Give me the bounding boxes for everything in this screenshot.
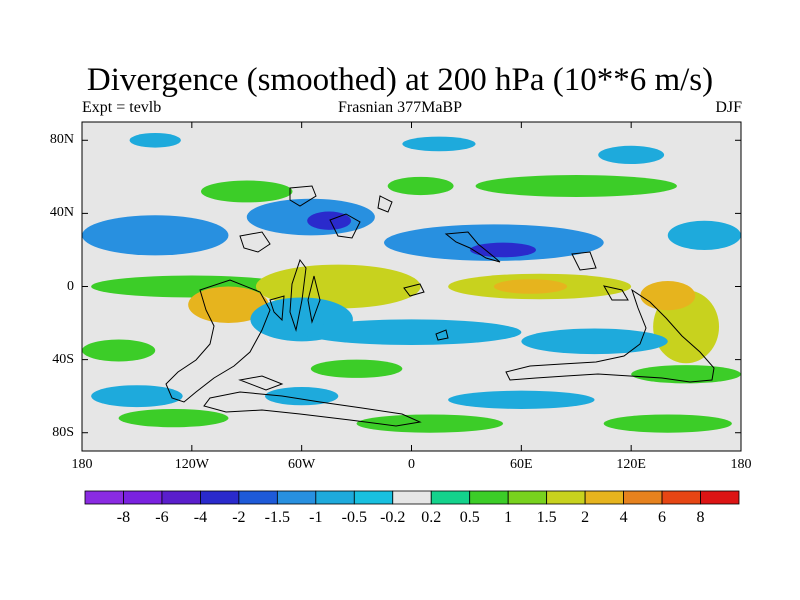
field-region-30 — [603, 414, 732, 433]
field-region-2 — [598, 145, 665, 165]
y-tick-label: 80S — [52, 424, 74, 440]
y-tick-label: 0 — [67, 278, 74, 294]
colorbar-label: -0.5 — [341, 509, 367, 526]
colorbar-label: -4 — [193, 509, 208, 526]
y-tick-label: 40N — [49, 205, 74, 221]
field-region-24 — [631, 365, 741, 384]
coastline-tethys — [444, 231, 629, 301]
field-region-4 — [387, 176, 454, 196]
colorbar-label: 6 — [658, 509, 667, 526]
field-region-9 — [384, 224, 604, 261]
colorbar-swatch — [123, 490, 163, 505]
colorbar-label: 1.5 — [536, 509, 557, 526]
colorbar-swatch — [546, 490, 586, 505]
x-tick-label: 120W — [174, 457, 209, 472]
field-region-21 — [521, 328, 668, 355]
colorbar-swatch — [584, 490, 624, 505]
field-region-11 — [667, 220, 741, 250]
colorbar-label: -2 — [232, 509, 246, 526]
colorbar-swatch — [661, 490, 701, 505]
colorbar-swatch — [276, 490, 317, 505]
field-region-22 — [82, 339, 156, 362]
field-region-20 — [301, 319, 522, 345]
continent-outlines — [165, 185, 715, 427]
coastline-gondwana-south — [203, 375, 422, 427]
season-label: DJF — [715, 99, 742, 116]
field-region-27 — [448, 390, 595, 409]
field-region-5 — [475, 175, 677, 197]
colorbar-swatch — [700, 490, 740, 505]
colorbar-swatch — [623, 490, 663, 505]
field-region-18 — [640, 281, 696, 311]
x-tick-label: 0 — [408, 457, 415, 472]
colorbar-swatch — [84, 490, 124, 505]
field-region-6 — [82, 215, 229, 256]
x-tick-label: 180 — [730, 457, 752, 472]
field-region-15 — [493, 279, 568, 294]
field-region-29 — [356, 414, 504, 433]
colorbar-label: -1.5 — [264, 509, 290, 526]
plot-title: Divergence (smoothed) at 200 hPa (10**6 … — [86, 62, 714, 98]
colorbar-label: -8 — [116, 509, 131, 526]
field-region-25 — [91, 385, 183, 408]
colorbar-label: -6 — [155, 509, 169, 526]
y-tick-label: 80N — [49, 132, 74, 148]
field-region-26 — [265, 387, 339, 406]
period-label: Frasnian 377MaBP — [338, 99, 462, 116]
field-region-23 — [310, 359, 403, 378]
experiment-label: Expt = tevlb — [82, 99, 162, 116]
colorbar-swatch — [469, 490, 509, 505]
field-region-3 — [200, 180, 293, 203]
x-tick-label: 60W — [288, 457, 316, 472]
colorbar-label: -0.2 — [380, 509, 406, 526]
colorbar-label: 8 — [696, 509, 705, 526]
x-tick-label: 180 — [71, 457, 93, 472]
colorbar-label: -1 — [309, 509, 323, 526]
colorbar-swatch — [161, 490, 201, 505]
colorbar-label: 0.5 — [459, 509, 480, 526]
x-tick-label: 60E — [510, 457, 533, 472]
y-tick-label: 40S — [52, 351, 74, 367]
field-region-13 — [255, 264, 421, 309]
field-region-28 — [118, 408, 229, 428]
axis-ticks — [81, 122, 742, 451]
colorbar-swatch — [315, 490, 355, 505]
colorbar-swatch — [353, 490, 394, 505]
colorbar-label: 1 — [504, 509, 513, 526]
x-tick-label: 120E — [616, 457, 646, 472]
colorbar-swatch — [430, 490, 471, 505]
coastline-islands — [269, 258, 449, 341]
colorbar-label: 2 — [581, 509, 590, 526]
coastline-north-atlantic — [239, 185, 393, 253]
field-region-1 — [402, 136, 476, 152]
coastline-gondwana-west — [165, 279, 271, 403]
colorbar-swatch — [392, 490, 432, 505]
colorbar-swatch — [507, 490, 548, 505]
colorbar-label: 4 — [619, 509, 628, 526]
colorbar-swatch — [238, 490, 278, 505]
colorbar-label: 0.2 — [421, 509, 442, 526]
colorbar-swatch — [200, 490, 240, 505]
coastline-eastern-gondwana — [505, 288, 715, 383]
field-region-0 — [129, 132, 181, 148]
field-region-10 — [470, 242, 536, 258]
colorbar — [84, 490, 740, 505]
